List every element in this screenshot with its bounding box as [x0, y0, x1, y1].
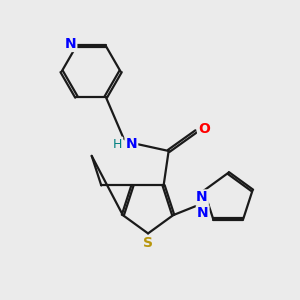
- Text: N: N: [65, 37, 76, 51]
- Text: N: N: [125, 137, 137, 151]
- Text: N: N: [197, 206, 208, 220]
- Text: H: H: [113, 138, 122, 151]
- Text: O: O: [198, 122, 210, 136]
- Text: S: S: [143, 236, 153, 250]
- Text: N: N: [196, 190, 208, 204]
